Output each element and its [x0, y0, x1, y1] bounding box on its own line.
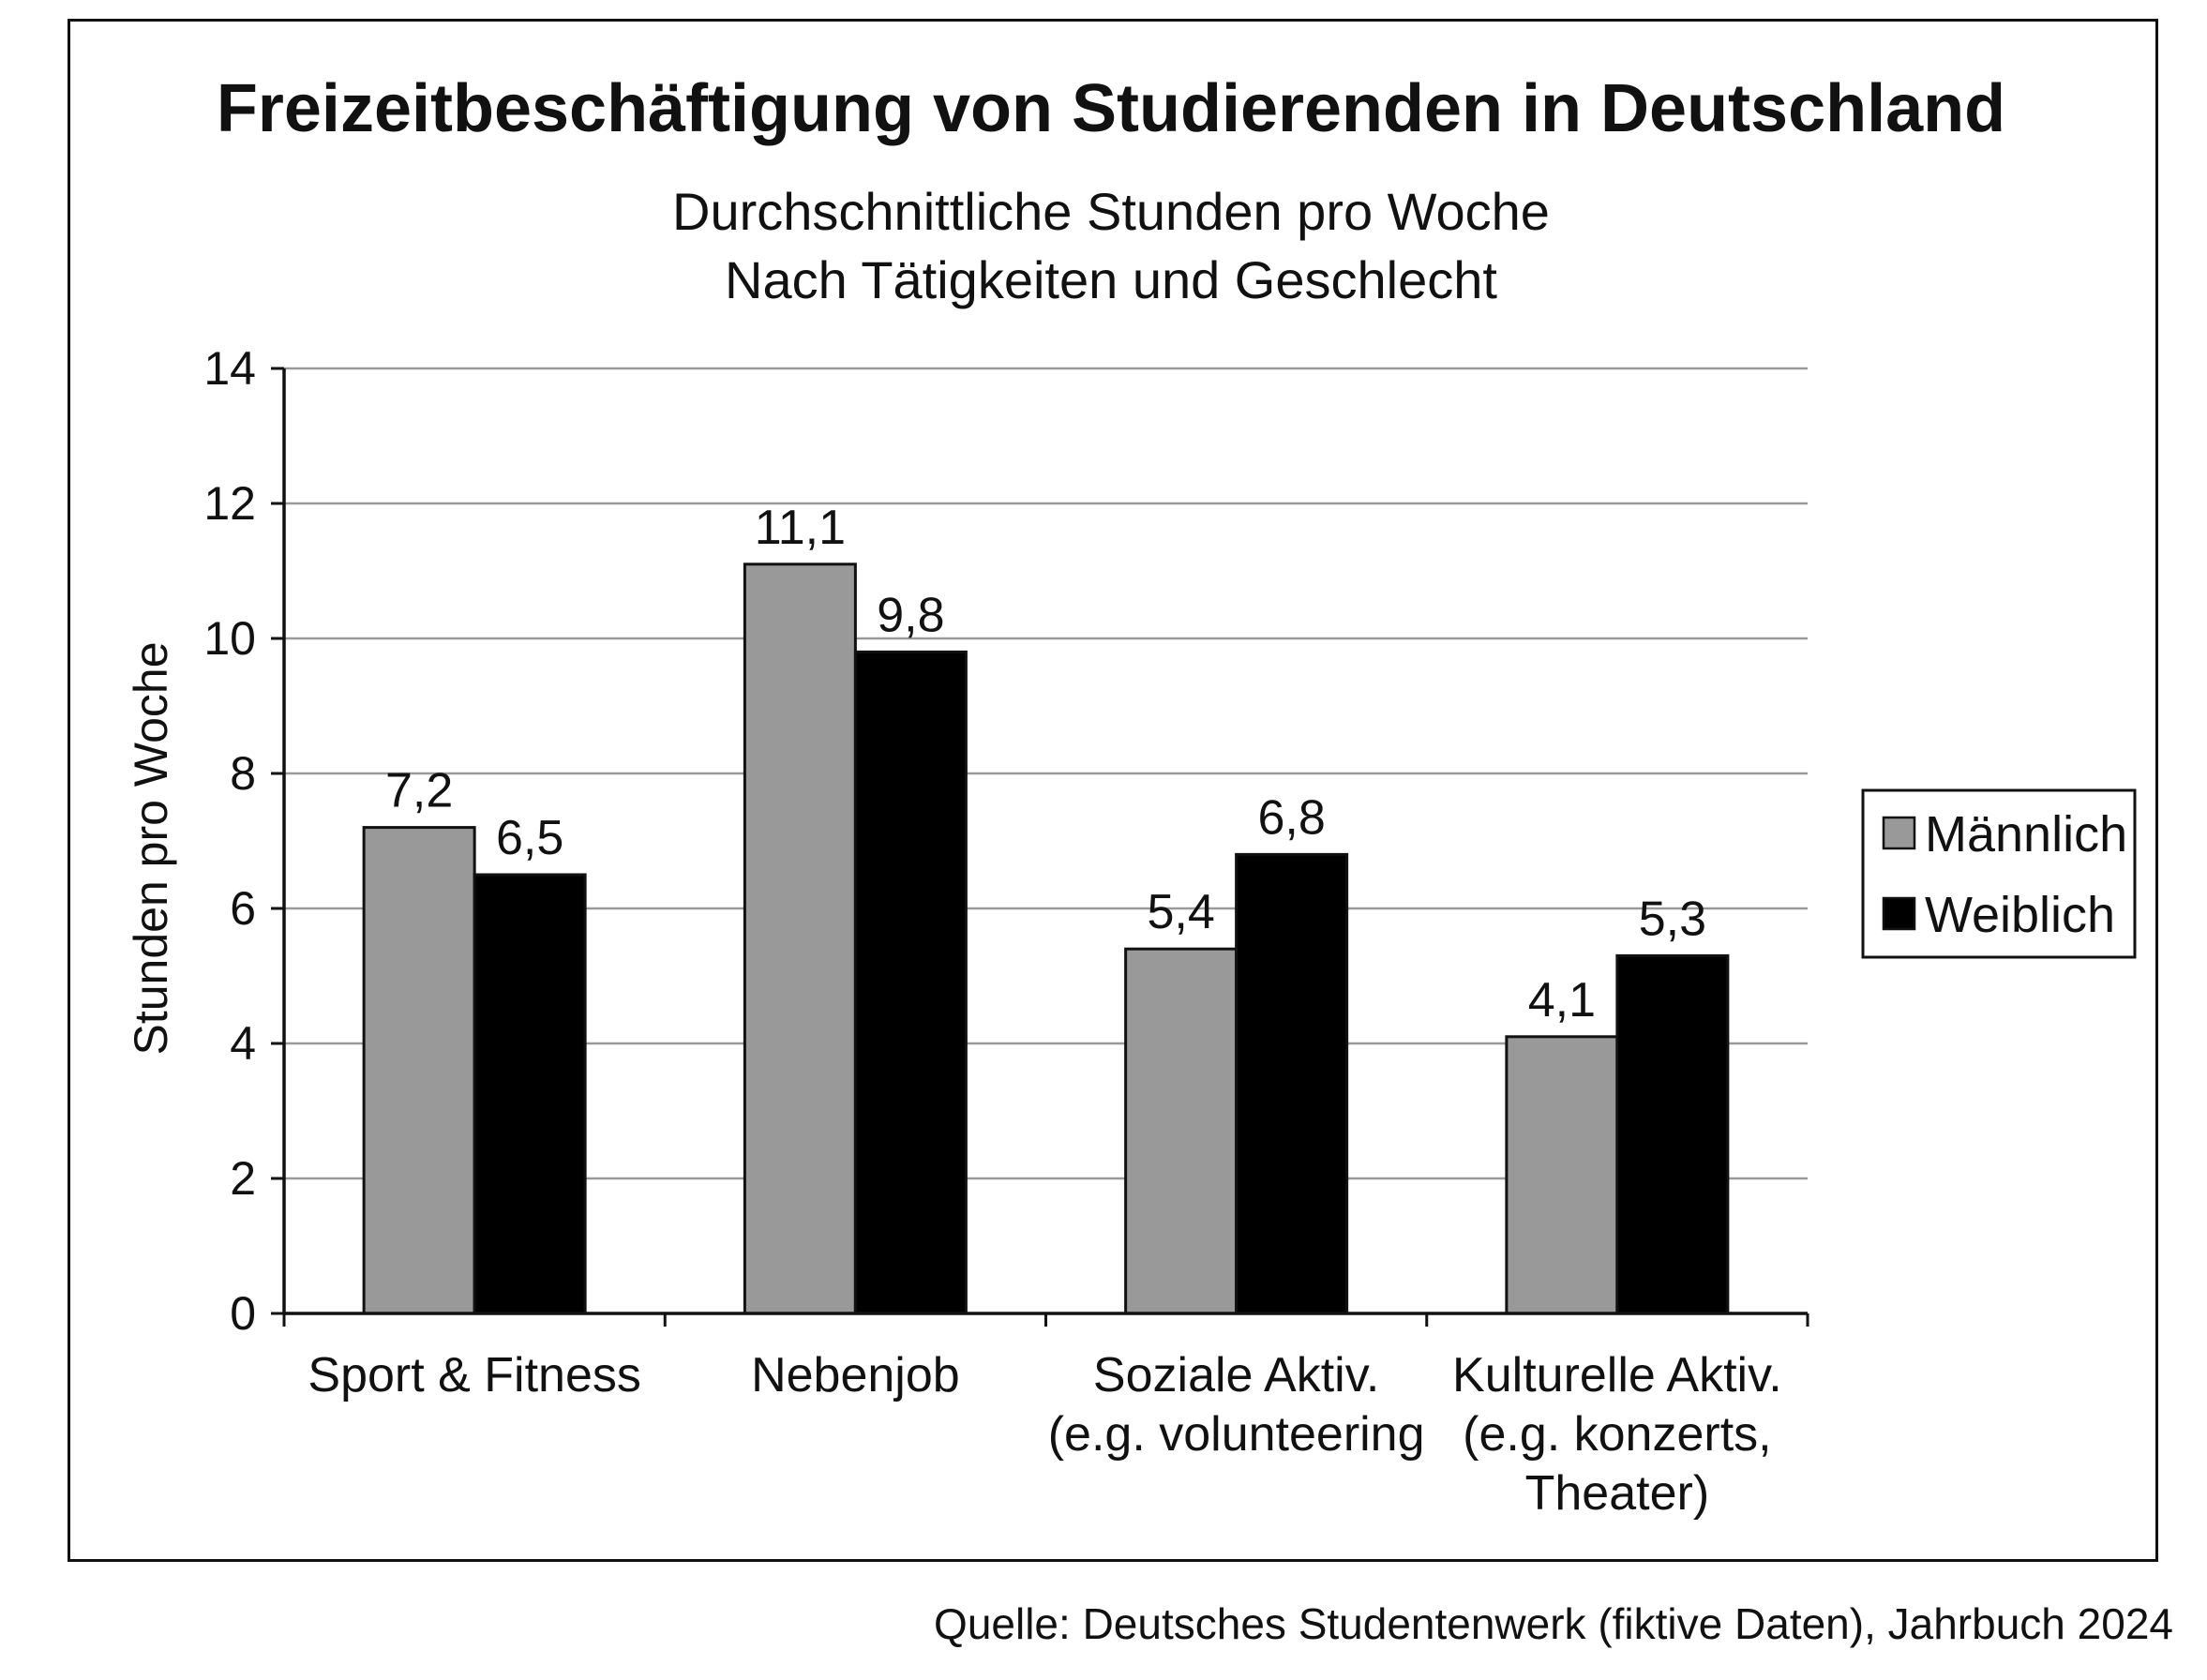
- bar-weiblich-2: [1235, 852, 1349, 1315]
- data-label-weiblich-2: 6,8: [1257, 790, 1325, 845]
- bar-weiblich-1: [853, 650, 968, 1315]
- chart-subtitle-line-2: Nach Tätigkeiten und Geschlecht: [725, 250, 1497, 309]
- bar-weiblich-3: [1615, 953, 1730, 1315]
- category-label-3-line-1: (e.g. konzerts,: [1463, 1407, 1771, 1462]
- category-label-2-line-1: (e.g. volunteering: [1048, 1407, 1425, 1462]
- legend: Männlich Weiblich: [1861, 788, 2137, 959]
- data-label-maennlich-2: 5,4: [1147, 885, 1214, 939]
- data-labels: 7,2 6,5 11,1 9,8 5,4 6,8 4,1 5,3: [385, 501, 1706, 1028]
- chart-subtitle-line-1: Durchschnittliche Stunden pro Woche: [672, 182, 1550, 241]
- bar-maennlich-3: [1505, 1035, 1619, 1315]
- y-tick-label-14: 14: [203, 342, 256, 395]
- y-tick-label-8: 8: [230, 747, 256, 800]
- category-label-0-line-0: Sport & Fitness: [308, 1348, 640, 1402]
- y-tick-label-10: 10: [203, 612, 256, 665]
- y-tick-label-4: 4: [230, 1017, 256, 1070]
- data-label-maennlich-0: 7,2: [385, 764, 453, 818]
- chart-title: Freizeitbeschäftigung von Studierenden i…: [217, 71, 2005, 146]
- data-label-weiblich-1: 9,8: [877, 588, 944, 642]
- bar-maennlich-2: [1124, 947, 1239, 1315]
- bar-maennlich-1: [743, 562, 857, 1315]
- y-tick-label-2: 2: [230, 1152, 256, 1205]
- legend-label-maennlich: Männlich: [1925, 806, 2127, 862]
- bar-maennlich-0: [362, 826, 476, 1315]
- data-label-weiblich-0: 6,5: [496, 811, 563, 865]
- category-label-2-line-0: Soziale Aktiv.: [1093, 1348, 1379, 1402]
- y-axis-title: Stunden pro Woche: [125, 641, 177, 1055]
- category-label-1-line-0: Nebenjob: [751, 1348, 960, 1402]
- legend-swatch-maennlich: [1882, 816, 1916, 850]
- axes: 0 2 4 6 8 10 12 14 Sport & Fitness Nebenjob Sozial…: [203, 342, 1809, 1521]
- bars: [362, 562, 1730, 1315]
- y-tick-label-0: 0: [230, 1287, 256, 1340]
- data-label-weiblich-3: 5,3: [1639, 892, 1706, 946]
- legend-swatch-weiblich: [1882, 896, 1916, 931]
- bar-weiblich-0: [473, 873, 587, 1315]
- data-label-maennlich-1: 11,1: [755, 501, 846, 555]
- source-note: Quelle: Deutsches Studentenwerk (fiktive…: [934, 1599, 2173, 1648]
- category-label-3-line-0: Kulturelle Aktiv.: [1452, 1348, 1782, 1402]
- data-label-maennlich-3: 4,1: [1528, 973, 1596, 1028]
- category-label-3-line-2: Theater): [1525, 1466, 1710, 1521]
- y-tick-label-12: 12: [203, 477, 256, 530]
- y-tick-label-6: 6: [230, 882, 256, 935]
- legend-label-weiblich: Weiblich: [1925, 887, 2115, 943]
